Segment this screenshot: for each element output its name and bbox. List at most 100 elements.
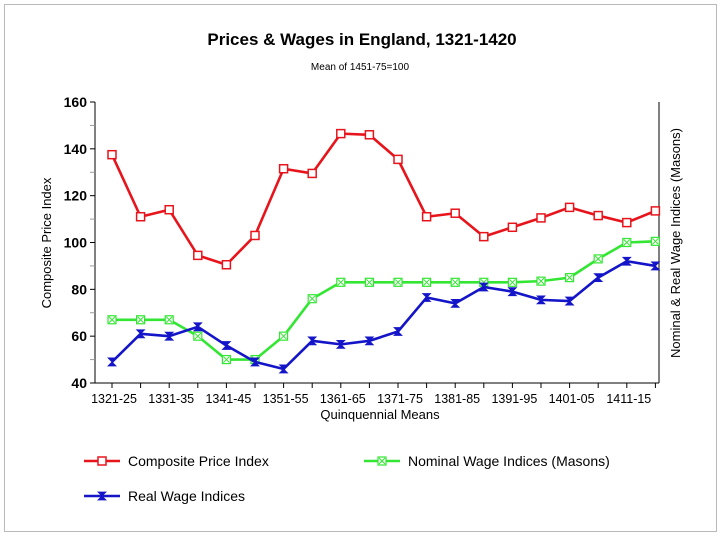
data-point xyxy=(450,208,460,218)
data-point xyxy=(564,296,575,306)
data-point xyxy=(393,277,403,287)
data-point xyxy=(393,327,403,336)
data-point xyxy=(221,259,232,270)
y2-axis-label: Nominal & Real Wage Indices (Masons) xyxy=(668,128,683,358)
x-axis-ticks: 1321-25 1331-35 1341-45 1351-55 1361-65 1371-… xyxy=(91,383,656,406)
data-point xyxy=(507,222,518,233)
data-point xyxy=(564,273,575,283)
data-point xyxy=(421,293,432,302)
data-point xyxy=(164,204,174,215)
data-point xyxy=(307,168,317,179)
x-tick-label: 1341-45 xyxy=(205,392,251,406)
y-tick-label: 160 xyxy=(64,94,88,110)
chart-title: Prices & Wages in England, 1321-1420 xyxy=(207,30,516,49)
data-point xyxy=(377,456,387,466)
data-point xyxy=(307,294,317,304)
data-point xyxy=(221,341,232,350)
x-tick-label: 1331-35 xyxy=(148,392,194,406)
x-tick-label: 1371-75 xyxy=(377,392,423,406)
data-point xyxy=(593,254,603,264)
data-point xyxy=(193,250,203,261)
series-line xyxy=(110,132,656,267)
legend-item: Real Wage Indices xyxy=(84,488,245,504)
data-point xyxy=(250,230,260,241)
legend-item: Composite Price Index xyxy=(84,453,269,469)
x-tick-label: 1391-95 xyxy=(491,392,537,406)
data-point xyxy=(622,237,632,248)
x-tick-label: 1411-15 xyxy=(606,392,651,406)
series-line xyxy=(112,240,656,361)
y-tick-label: 120 xyxy=(64,188,88,204)
y-tick-label: 80 xyxy=(71,281,87,297)
data-point xyxy=(536,213,546,223)
data-point xyxy=(192,322,203,332)
data-point xyxy=(507,287,518,297)
series-2 xyxy=(107,236,661,365)
y-tick-label: 60 xyxy=(71,328,87,344)
data-point xyxy=(621,256,632,266)
x-tick-label: 1381-85 xyxy=(434,392,480,406)
data-point xyxy=(564,202,575,213)
data-point xyxy=(221,354,231,365)
x-tick-label: 1401-05 xyxy=(549,392,595,406)
data-point xyxy=(593,210,603,221)
chart-frame xyxy=(4,4,717,532)
series-3 xyxy=(107,256,661,374)
data-point xyxy=(107,357,117,367)
data-point xyxy=(107,315,117,325)
series-line xyxy=(111,259,656,371)
y-axis-ticks: 40 60 80 100 120 140 160 xyxy=(64,94,95,391)
series-layer xyxy=(107,128,661,374)
data-point xyxy=(97,456,107,466)
y-tick-label: 40 xyxy=(71,375,87,391)
data-point xyxy=(650,206,661,216)
data-point xyxy=(335,339,346,349)
data-point xyxy=(278,163,289,174)
data-point xyxy=(250,357,260,367)
y-tick-label: 140 xyxy=(64,141,88,157)
x-tick-label: 1361-65 xyxy=(320,392,366,406)
data-point xyxy=(478,282,489,292)
x-axis-label: Quinquennial Means xyxy=(320,407,440,422)
data-point xyxy=(450,277,460,287)
legend-label: Composite Price Index xyxy=(128,453,269,469)
data-point xyxy=(479,231,489,242)
data-point xyxy=(164,315,174,325)
x-tick-label: 1321-25 xyxy=(91,392,137,406)
y-axis-label: Composite Price Index xyxy=(39,177,54,308)
legend-item: Nominal Wage Indices (Masons) xyxy=(364,453,610,469)
data-point xyxy=(279,331,289,341)
legend: Composite Price Index Nominal Wage Indice… xyxy=(84,453,610,504)
data-point xyxy=(422,277,432,287)
data-point xyxy=(135,329,146,339)
data-point xyxy=(650,236,661,246)
data-point xyxy=(97,491,107,501)
data-point xyxy=(421,211,432,222)
series-1 xyxy=(107,128,661,270)
data-point xyxy=(135,211,146,222)
data-point xyxy=(536,295,546,305)
data-point xyxy=(307,336,318,346)
data-point xyxy=(650,261,661,271)
data-point xyxy=(336,277,346,287)
chart-subtitle: Mean of 1451-75=100 xyxy=(311,62,410,73)
y-tick-label: 100 xyxy=(64,235,88,251)
data-point xyxy=(622,217,632,228)
data-point xyxy=(507,277,517,287)
data-point xyxy=(450,298,461,308)
data-point xyxy=(593,273,604,283)
legend-label: Real Wage Indices xyxy=(128,488,245,504)
data-point xyxy=(193,331,203,341)
data-point xyxy=(336,128,346,139)
plot-area: 40 60 80 100 120 140 160 1321-25 1331-35 1341-45… xyxy=(64,94,661,406)
data-point xyxy=(107,149,117,160)
data-point xyxy=(536,276,546,286)
x-tick-label: 1351-55 xyxy=(263,392,309,406)
data-point xyxy=(278,364,289,374)
data-point xyxy=(136,315,146,325)
data-point xyxy=(364,277,374,287)
data-point xyxy=(164,331,175,341)
data-point xyxy=(364,130,375,140)
data-point xyxy=(393,154,403,165)
